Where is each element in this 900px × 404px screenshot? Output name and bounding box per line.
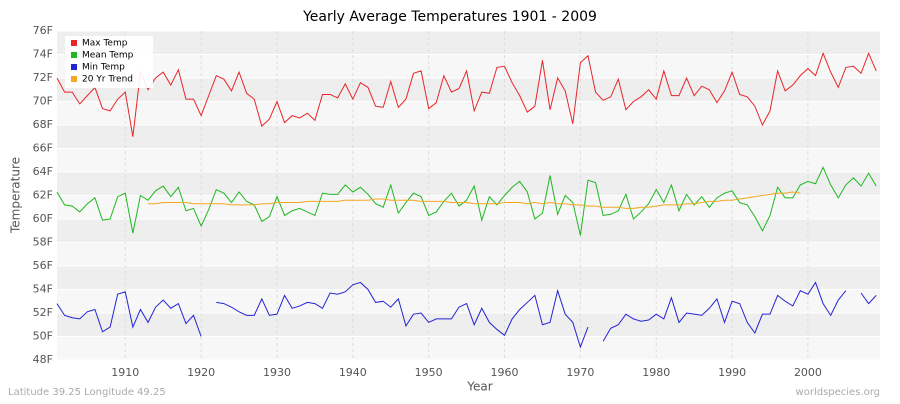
x-tick-label: 1950 bbox=[415, 366, 443, 379]
legend-label: Max Temp bbox=[82, 39, 128, 49]
series-line bbox=[56, 51, 877, 137]
x-tick-label: 1940 bbox=[339, 366, 367, 379]
footer-right: worldspecies.org bbox=[796, 387, 880, 398]
x-tick-label: 1960 bbox=[491, 366, 519, 379]
grid-band bbox=[57, 219, 880, 243]
legend-label: Mean Temp bbox=[82, 51, 134, 61]
grid-band bbox=[57, 266, 880, 290]
x-tick-label: 1920 bbox=[187, 366, 215, 379]
series-line bbox=[56, 166, 877, 236]
y-tick-label: 50F bbox=[33, 330, 53, 343]
x-tick-label: 2000 bbox=[794, 366, 822, 379]
y-tick-label: 48F bbox=[33, 353, 53, 366]
x-tick-label: 1980 bbox=[642, 366, 670, 379]
y-tick-label: 68F bbox=[33, 118, 53, 131]
y-tick-label: 52F bbox=[33, 306, 53, 319]
y-tick-label: 76F bbox=[33, 24, 53, 37]
y-axis-label: Temperature bbox=[9, 157, 23, 234]
legend-box bbox=[65, 36, 153, 88]
grid-band bbox=[57, 313, 880, 337]
x-tick-label: 1990 bbox=[718, 366, 746, 379]
legend-swatch bbox=[71, 76, 77, 82]
plot-background bbox=[57, 30, 880, 361]
y-tick-label: 56F bbox=[33, 259, 53, 272]
legend-swatch bbox=[71, 40, 77, 46]
x-tick-label: 1970 bbox=[566, 366, 594, 379]
chart-title: Yearly Average Temperatures 1901 - 2009 bbox=[302, 9, 597, 25]
legend-swatch bbox=[71, 52, 77, 58]
grid-band bbox=[57, 125, 880, 149]
y-tick-label: 54F bbox=[33, 283, 53, 296]
y-tick-label: 62F bbox=[33, 189, 53, 202]
y-tick-label: 58F bbox=[33, 236, 53, 249]
series-line bbox=[56, 281, 877, 349]
x-tick-label: 1930 bbox=[263, 366, 291, 379]
y-tick-label: 64F bbox=[33, 165, 53, 178]
y-tick-label: 60F bbox=[33, 212, 53, 225]
y-tick-label: 66F bbox=[33, 142, 53, 155]
series-line bbox=[148, 191, 801, 209]
legend-label: Min Temp bbox=[82, 63, 125, 73]
grid-band bbox=[57, 172, 880, 196]
y-tick-label: 72F bbox=[33, 71, 53, 84]
x-tick-label: 1910 bbox=[111, 366, 139, 379]
legend-label: 20 Yr Trend bbox=[82, 75, 133, 85]
y-tick-label: 74F bbox=[33, 48, 53, 61]
y-tick-label: 70F bbox=[33, 95, 53, 108]
footer-left: Latitude 39.25 Longitude 49.25 bbox=[8, 387, 166, 398]
grid-band bbox=[57, 31, 880, 55]
x-axis-label: Year bbox=[466, 380, 492, 394]
legend-swatch bbox=[71, 64, 77, 70]
